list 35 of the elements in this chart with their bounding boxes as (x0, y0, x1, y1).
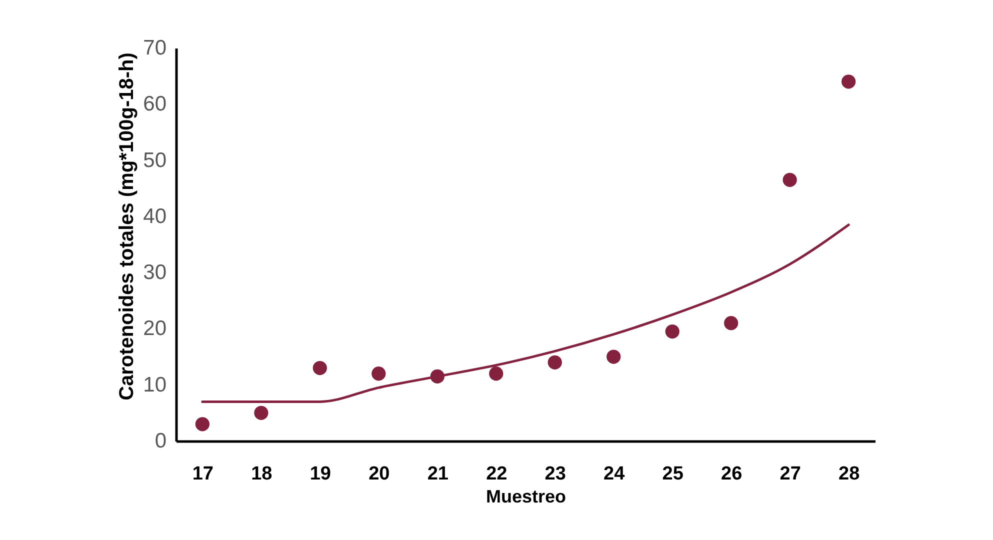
point (665, 324, 680, 339)
x-axis-title: Muestreo (486, 486, 566, 506)
point (548, 355, 562, 370)
x-tick-label: 17 (192, 464, 214, 484)
point (841, 74, 856, 89)
x-tick-label: 20 (368, 464, 390, 484)
x-tick-label: 18 (251, 464, 272, 484)
y-tick-label: 10 (143, 373, 166, 396)
y-tick-label: 40 (143, 204, 166, 228)
x-tick-label: 19 (310, 464, 331, 484)
point (489, 366, 504, 381)
point (195, 417, 210, 432)
y-tick-label: 0 (154, 430, 166, 452)
x-tick-label: 26 (721, 464, 742, 484)
y-tick-label: 20 (143, 317, 166, 340)
point (606, 350, 621, 364)
line-series (201, 224, 850, 403)
x-tick-label: 24 (604, 464, 626, 484)
point (312, 360, 327, 376)
x-tick-label: 22 (486, 464, 508, 484)
point (724, 316, 738, 330)
y-tick-label: 50 (143, 148, 166, 172)
point (430, 369, 444, 384)
x-tick-label: 25 (662, 464, 684, 484)
y-tick-label: 70 (143, 36, 166, 60)
x-tick-label: 23 (544, 464, 566, 484)
y-tick-label: 60 (143, 92, 166, 116)
y-axis-title: Carotenoides totales (mg*100g-18-h) (116, 52, 138, 400)
point (254, 406, 268, 420)
point (372, 366, 386, 381)
y-tick-label: 30 (143, 261, 166, 284)
point (782, 172, 797, 187)
x-tick-label: 27 (780, 464, 801, 484)
x-tick-label: 21 (427, 464, 449, 484)
x-tick-label: 28 (838, 464, 860, 484)
